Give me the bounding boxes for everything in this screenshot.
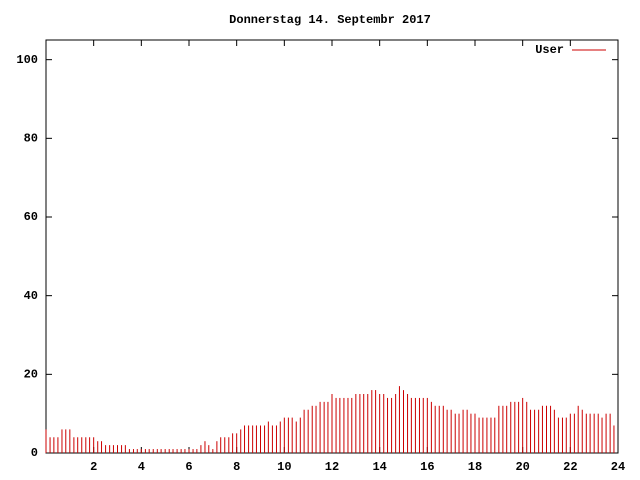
y-tick-label: 40	[24, 289, 38, 303]
y-tick-label: 0	[31, 446, 38, 460]
y-tick-label: 80	[24, 132, 38, 146]
x-tick-label: 6	[185, 460, 192, 474]
x-tick-label: 2	[90, 460, 97, 474]
x-tick-label: 16	[420, 460, 434, 474]
x-tick-label: 22	[563, 460, 577, 474]
x-tick-label: 14	[372, 460, 386, 474]
y-tick-label: 100	[16, 53, 38, 67]
x-tick-label: 4	[138, 460, 145, 474]
x-tick-label: 20	[515, 460, 529, 474]
chart-title: Donnerstag 14. Septembr 2017	[229, 13, 431, 27]
x-tick-label: 12	[325, 460, 339, 474]
x-tick-label: 24	[611, 460, 625, 474]
x-tick-label: 8	[233, 460, 240, 474]
y-tick-label: 20	[24, 368, 38, 382]
plot-frame	[45, 39, 619, 454]
y-tick-label: 60	[24, 210, 38, 224]
x-tick-label: 18	[468, 460, 482, 474]
x-tick-label: 10	[277, 460, 291, 474]
legend-label: User	[535, 43, 564, 57]
